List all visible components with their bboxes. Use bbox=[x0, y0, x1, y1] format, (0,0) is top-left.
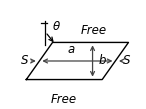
Text: b: b bbox=[98, 54, 106, 67]
Text: S: S bbox=[21, 54, 29, 67]
Text: Free: Free bbox=[80, 24, 106, 37]
Text: a: a bbox=[68, 43, 75, 56]
Text: S: S bbox=[123, 54, 131, 67]
Text: Free: Free bbox=[51, 93, 77, 106]
Text: θ: θ bbox=[53, 20, 60, 33]
